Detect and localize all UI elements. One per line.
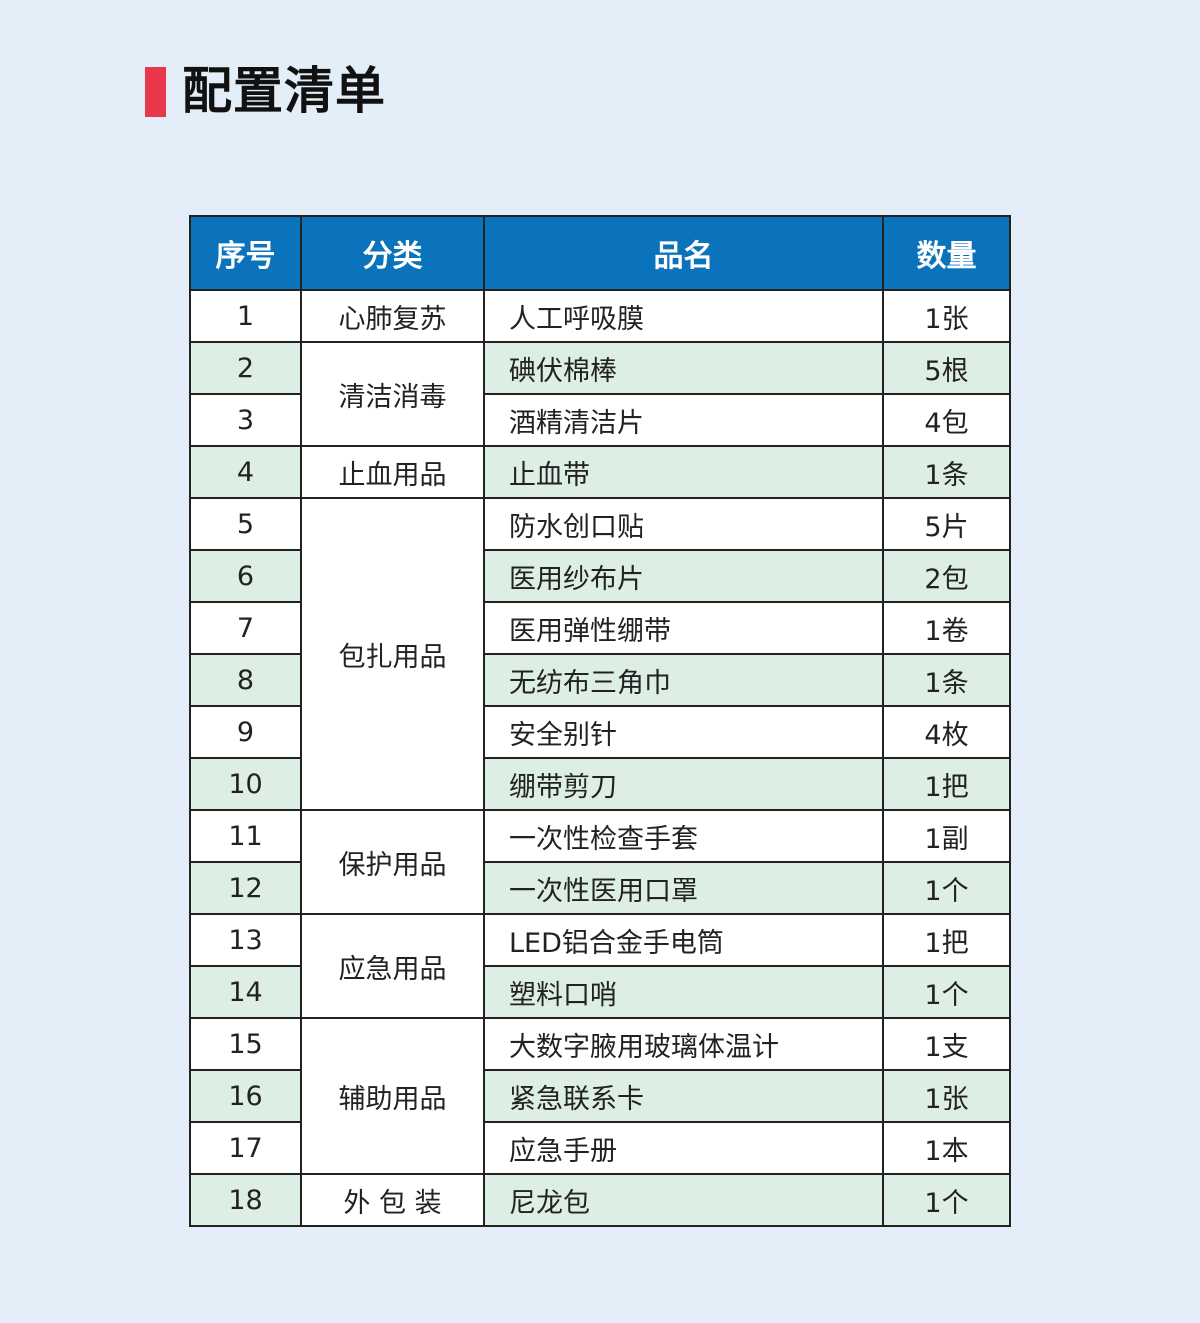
- cell-qty: 1个: [882, 861, 1011, 915]
- cell-no: 10: [189, 757, 302, 811]
- cell-name: 止血带: [483, 445, 884, 499]
- cell-qty: 1张: [882, 289, 1011, 343]
- cell-qty: 1把: [882, 757, 1011, 811]
- cell-qty: 1个: [882, 965, 1011, 1019]
- cell-qty: 2包: [882, 549, 1011, 603]
- table-row: 16 紧急联系卡 1张: [189, 1069, 1011, 1123]
- cell-category: 保护用品: [300, 809, 485, 915]
- cell-no: 9: [189, 705, 302, 759]
- page-title: 配置清单: [182, 62, 386, 120]
- cell-qty: 1个: [882, 1173, 1011, 1227]
- cell-no: 11: [189, 809, 302, 863]
- cell-qty: 1卷: [882, 601, 1011, 655]
- cell-name: 防水创口贴: [483, 497, 884, 551]
- cell-name: 应急手册: [483, 1121, 884, 1175]
- table-row: 11 保护用品 一次性检查手套 1副: [189, 809, 1011, 915]
- table-row: 3 酒精清洁片 4包: [189, 393, 1011, 447]
- table-row: 15 辅助用品 大数字腋用玻璃体温计 1支: [189, 1017, 1011, 1175]
- cell-no: 1: [189, 289, 302, 343]
- cell-category: 止血用品: [300, 445, 485, 499]
- table-header-row: 序号 分类 品名 数量: [189, 215, 1011, 291]
- cell-qty: 1本: [882, 1121, 1011, 1175]
- table-row: 5 包扎用品 防水创口贴 5片: [189, 497, 1011, 811]
- cell-name: 一次性医用口罩: [483, 861, 884, 915]
- table-row: 12 一次性医用口罩 1个: [189, 861, 1011, 915]
- cell-name: 塑料口哨: [483, 965, 884, 1019]
- cell-qty: 1条: [882, 653, 1011, 707]
- cell-no: 16: [189, 1069, 302, 1123]
- cell-no: 17: [189, 1121, 302, 1175]
- cell-name: 医用弹性绷带: [483, 601, 884, 655]
- table-row: 8 无纺布三角巾 1条: [189, 653, 1011, 707]
- cell-category: 外 包 装: [300, 1173, 485, 1227]
- cell-qty: 5根: [882, 341, 1011, 395]
- cell-name: 一次性检查手套: [483, 809, 884, 863]
- cell-qty: 1副: [882, 809, 1011, 863]
- cell-qty: 1张: [882, 1069, 1011, 1123]
- cell-name: LED铝合金手电筒: [483, 913, 884, 967]
- cell-no: 4: [189, 445, 302, 499]
- cell-name: 绷带剪刀: [483, 757, 884, 811]
- cell-no: 13: [189, 913, 302, 967]
- cell-name: 尼龙包: [483, 1173, 884, 1227]
- cell-category: 心肺复苏: [300, 289, 485, 343]
- cell-category: 辅助用品: [300, 1017, 485, 1175]
- cell-qty: 1条: [882, 445, 1011, 499]
- cell-no: 8: [189, 653, 302, 707]
- header-name: 品名: [483, 215, 884, 291]
- cell-no: 2: [189, 341, 302, 395]
- cell-category: 应急用品: [300, 913, 485, 1019]
- cell-qty: 4包: [882, 393, 1011, 447]
- table-row: 1 心肺复苏 人工呼吸膜 1张: [189, 289, 1011, 343]
- cell-no: 3: [189, 393, 302, 447]
- table-row: 17 应急手册 1本: [189, 1121, 1011, 1175]
- cell-name: 安全别针: [483, 705, 884, 759]
- cell-qty: 1把: [882, 913, 1011, 967]
- cell-qty: 1支: [882, 1017, 1011, 1071]
- cell-qty: 5片: [882, 497, 1011, 551]
- table-row: 4 止血用品 止血带 1条: [189, 445, 1011, 499]
- table-row: 9 安全别针 4枚: [189, 705, 1011, 759]
- cell-no: 12: [189, 861, 302, 915]
- cell-name: 酒精清洁片: [483, 393, 884, 447]
- cell-name: 人工呼吸膜: [483, 289, 884, 343]
- cell-category: 包扎用品: [300, 497, 485, 811]
- title-accent-bar: [145, 67, 166, 117]
- cell-no: 18: [189, 1173, 302, 1227]
- header-no: 序号: [189, 215, 302, 291]
- header-category: 分类: [300, 215, 485, 291]
- table-row: 2 清洁消毒 碘伏棉棒 5根: [189, 341, 1011, 447]
- table-row: 13 应急用品 LED铝合金手电筒 1把: [189, 913, 1011, 1019]
- cell-no: 7: [189, 601, 302, 655]
- cell-name: 紧急联系卡: [483, 1069, 884, 1123]
- cell-name: 医用纱布片: [483, 549, 884, 603]
- table-row: 6 医用纱布片 2包: [189, 549, 1011, 603]
- table-row: 14 塑料口哨 1个: [189, 965, 1011, 1019]
- cell-no: 14: [189, 965, 302, 1019]
- cell-qty: 4枚: [882, 705, 1011, 759]
- cell-no: 5: [189, 497, 302, 551]
- cell-no: 15: [189, 1017, 302, 1071]
- cell-name: 碘伏棉棒: [483, 341, 884, 395]
- table-row: 18 外 包 装尼龙包 1个: [189, 1173, 1011, 1227]
- cell-no: 6: [189, 549, 302, 603]
- cell-name: 大数字腋用玻璃体温计: [483, 1017, 884, 1071]
- table-row: 10 绷带剪刀 1把: [189, 757, 1011, 811]
- cell-category: 清洁消毒: [300, 341, 485, 447]
- cell-name: 无纺布三角巾: [483, 653, 884, 707]
- config-table: 序号 分类 品名 数量 1 心肺复苏 人工呼吸膜 1张 2 清洁消毒 碘伏棉棒 5根 3 酒精清洁…: [189, 215, 1011, 1227]
- table-row: 7 医用弹性绷带 1卷: [189, 601, 1011, 655]
- header-qty: 数量: [882, 215, 1011, 291]
